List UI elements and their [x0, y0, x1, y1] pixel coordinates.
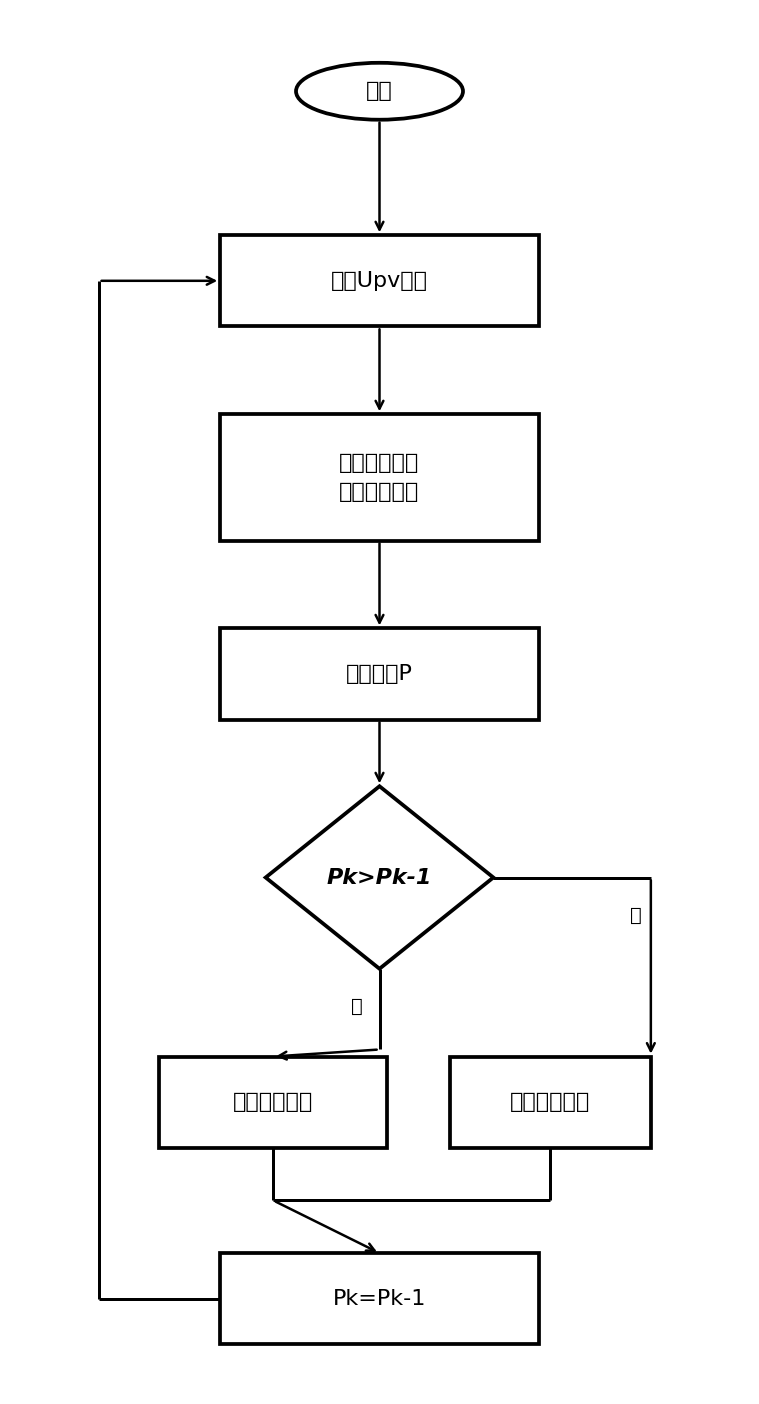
Text: 计算功率P: 计算功率P	[346, 664, 413, 684]
Bar	[220, 414, 539, 541]
Bar	[449, 1056, 651, 1148]
Text: 开始: 开始	[366, 81, 393, 101]
Text: Pk=Pk-1: Pk=Pk-1	[332, 1289, 427, 1309]
Bar	[220, 1252, 539, 1345]
Text: 保持扰动方向: 保持扰动方向	[233, 1092, 313, 1112]
Text: 否: 否	[630, 906, 641, 925]
Bar	[159, 1056, 387, 1148]
Text: Pk>Pk-1: Pk>Pk-1	[327, 868, 432, 887]
Text: 检测光伏阵列
输出电压电流: 检测光伏阵列 输出电压电流	[339, 452, 420, 503]
Bar	[220, 629, 539, 719]
Bar	[220, 234, 539, 326]
Text: 是: 是	[351, 997, 363, 1016]
Text: 设定Upv输出: 设定Upv输出	[331, 271, 428, 291]
Text: 改变扰动方向: 改变扰动方向	[510, 1092, 591, 1112]
